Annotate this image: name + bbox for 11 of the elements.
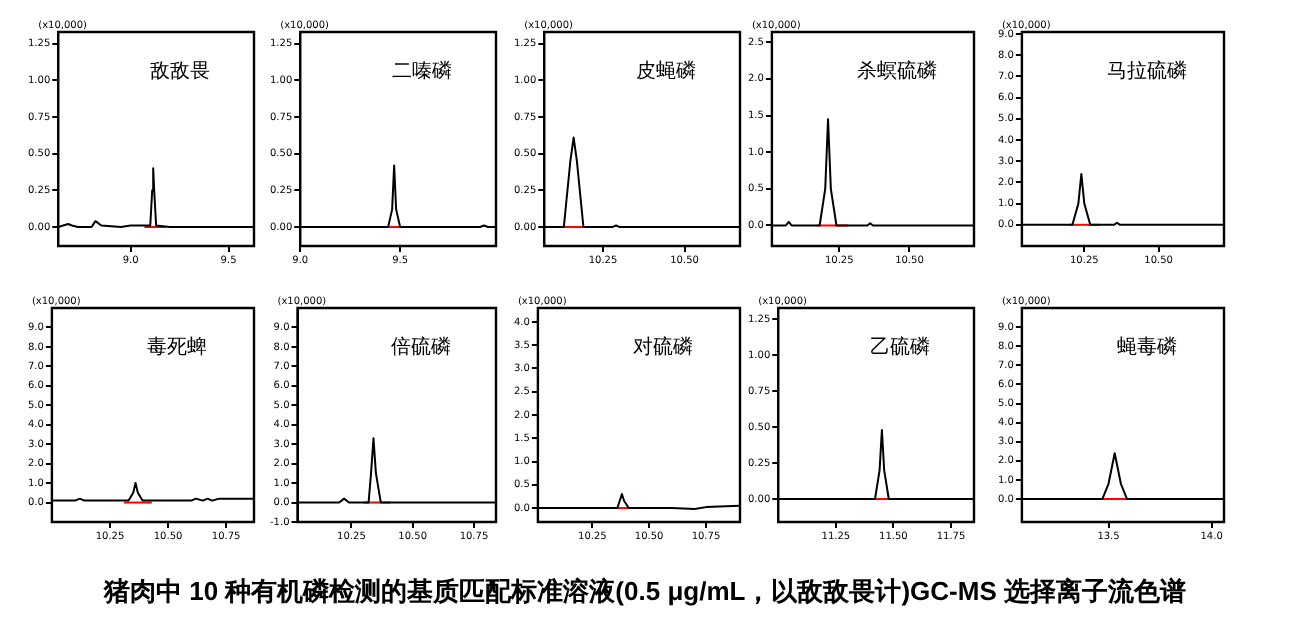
text: 二嗪磷 xyxy=(391,59,452,84)
text: 对硫磷 xyxy=(633,335,694,360)
text: 敌敌畏 xyxy=(149,61,210,84)
text: 马拉硫磷 xyxy=(1107,59,1188,84)
text: 皮蝇磷 xyxy=(635,59,696,84)
text: 杀螟硫磷 xyxy=(857,59,938,84)
text: 倍硫磷 xyxy=(390,335,451,360)
text: 猪肉中 10 种有机磷检测的基质匹配标准溶液(0.5 μg/mL，以敌敌畏计)GC-MS 选择离子流色谱 xyxy=(101,574,1188,610)
text: 毒死蜱 xyxy=(147,335,208,360)
text: 乙硫磷 xyxy=(869,335,930,360)
text: 蝇毒磷 xyxy=(1117,335,1178,360)
